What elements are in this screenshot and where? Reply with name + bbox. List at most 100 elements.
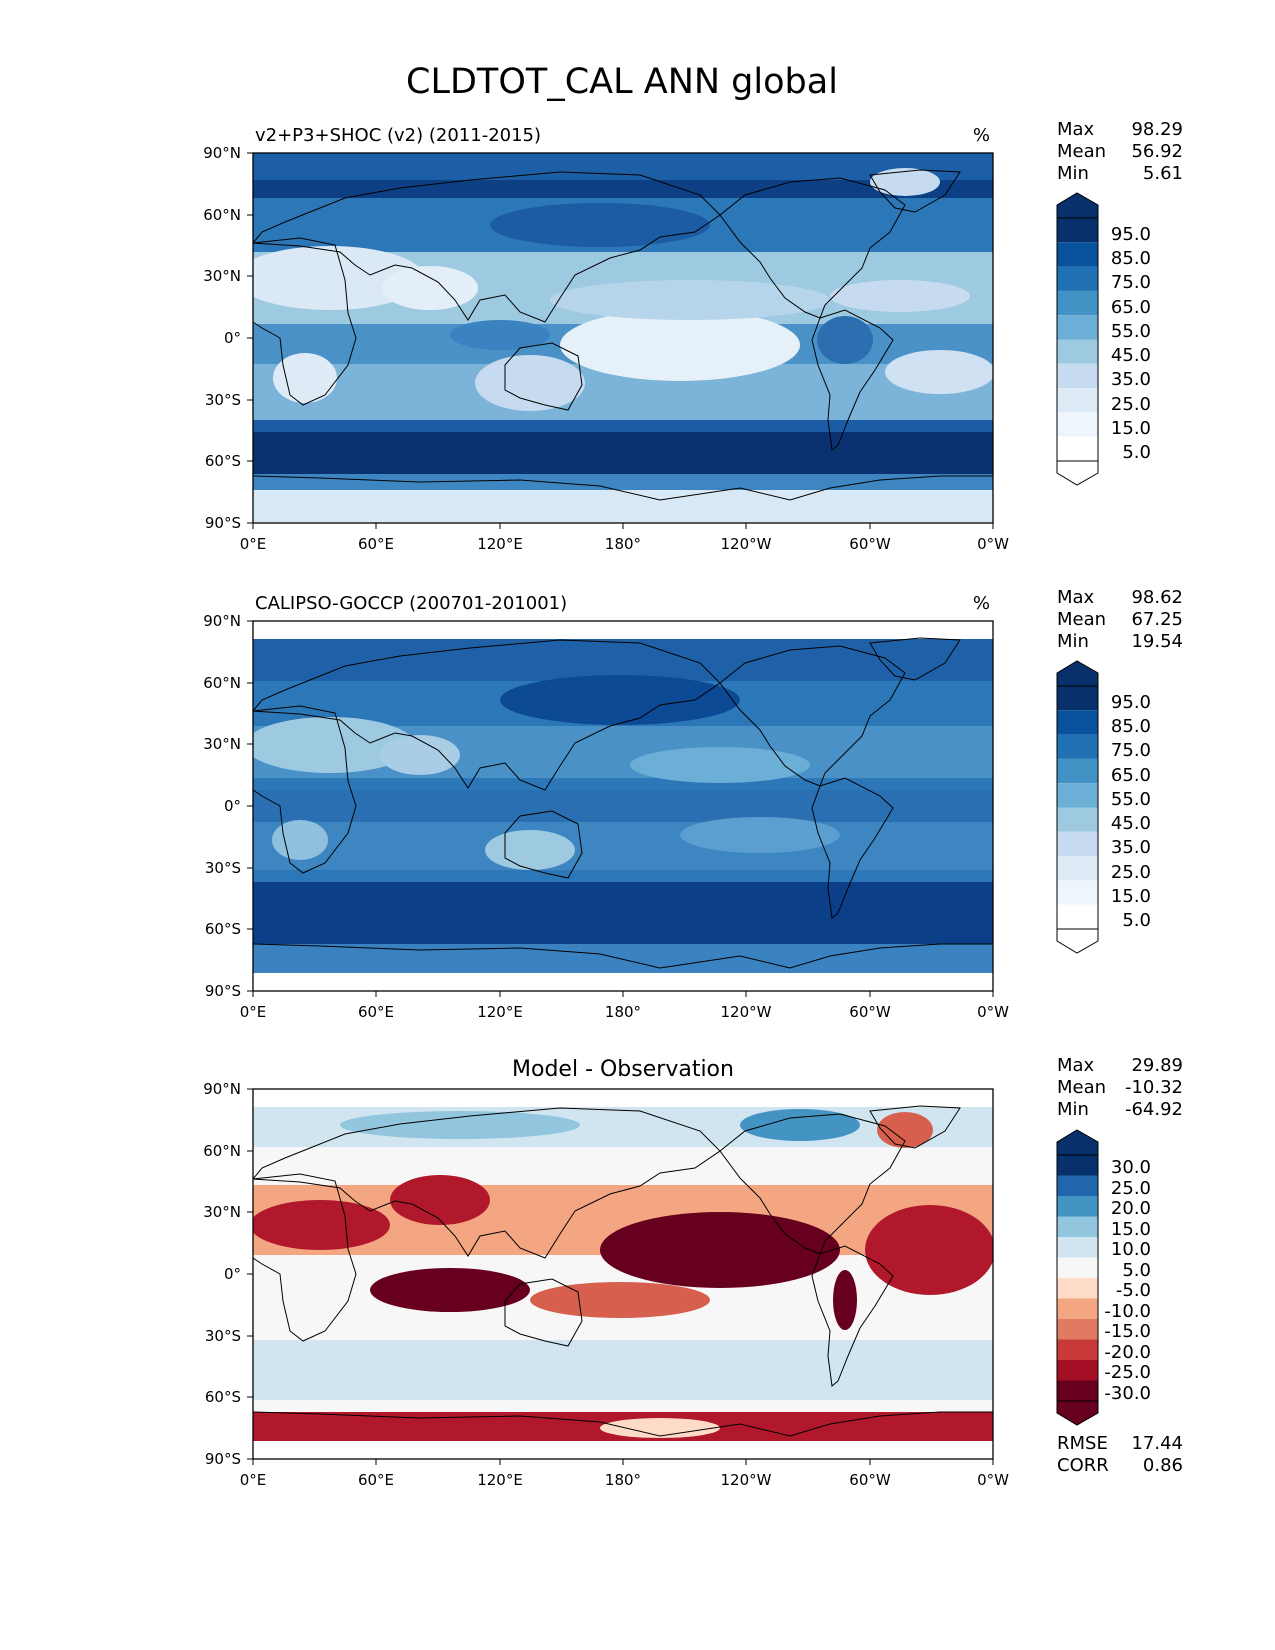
y-tick-label: 30°N: [203, 267, 241, 285]
negative-sahara: [253, 1200, 390, 1250]
colorbar-segment: [1057, 783, 1098, 808]
x-tick-label: 120°W: [721, 1471, 772, 1489]
stat-label: Min: [1057, 631, 1089, 652]
x-axis: 0°E 60°E 120°E 180° 120°W 60°W 0°W: [240, 523, 1009, 553]
stat-value: 98.62: [1131, 587, 1183, 608]
colorbar: 30.0 25.0 20.0 15.0 10.0 5.0 -5.0 -10.0 …: [1056, 1129, 1151, 1426]
map-field: [253, 1089, 993, 1459]
coastline-outlines: [253, 637, 993, 969]
colorbar-label: 20.0: [1111, 1198, 1151, 1219]
x-tick-label: 180°: [605, 1003, 641, 1021]
colorbar-segment: [1057, 1319, 1098, 1340]
colorbar: 95.0 85.0 75.0 65.0 55.0 45.0 35.0 25.0 …: [1056, 660, 1151, 954]
colorbar-label: 65.0: [1111, 297, 1151, 318]
metric-label: RMSE: [1057, 1433, 1108, 1454]
coastline-greenland: [869, 1105, 961, 1149]
colorbar-segment: [1057, 363, 1098, 389]
y-tick-label: 90°N: [203, 1080, 241, 1098]
clear-sky-pacific: [560, 309, 800, 381]
y-tick-label: 60°S: [205, 1388, 241, 1406]
coastline-australia: [504, 342, 583, 411]
y-tick-label: 60°N: [203, 674, 241, 692]
colorbar-segment: [1057, 856, 1098, 881]
colorbar-segment: [1057, 218, 1098, 243]
stat-label: Max: [1057, 1055, 1095, 1076]
colorbar-label: 55.0: [1111, 789, 1151, 810]
colorbar-segment: [1057, 904, 1098, 929]
coastline-eurasia: [253, 639, 721, 791]
negative-south-atlantic: [865, 1205, 993, 1295]
x-tick-label: 60°E: [358, 1003, 394, 1021]
positive-canada: [740, 1109, 860, 1141]
cloudy-north-pacific: [500, 675, 740, 725]
map-field: [253, 621, 993, 991]
y-axis: 90°N 60°N 30°N 0° 30°S 60°S 90°S: [203, 612, 253, 1000]
panel-title: CALIPSO-GOCCP (200701-201001): [255, 593, 567, 614]
colorbar-segment: [1057, 807, 1098, 832]
positive-arctic-siberia: [340, 1111, 580, 1139]
colorbar-label: 45.0: [1111, 813, 1151, 834]
x-tick-label: 0°W: [977, 1003, 1009, 1021]
colorbar-segment: [1057, 1216, 1098, 1237]
colorbar-label: -10.0: [1104, 1301, 1151, 1322]
band-tropics: [253, 790, 993, 822]
x-tick-label: 120°E: [477, 1003, 523, 1021]
colorbar-segment: [1057, 880, 1098, 905]
band-arctic: [253, 639, 993, 681]
y-tick-label: 90°N: [203, 144, 241, 162]
colorbar-segment: [1057, 412, 1098, 437]
panel-title: Model - Observation: [512, 1057, 734, 1082]
clear-sky-southern-africa: [272, 820, 328, 860]
figure-title: CLDTOT_CAL ANN global: [406, 62, 838, 102]
metrics-block: RMSE 17.44 CORR 0.86: [1057, 1433, 1183, 1476]
colorbar-segment: [1057, 758, 1098, 784]
y-tick-label: 90°S: [205, 514, 241, 532]
stat-label: Mean: [1057, 609, 1106, 630]
stat-value: 98.29: [1131, 119, 1183, 140]
map-field: [253, 153, 993, 523]
colorbar-extend-min: [1056, 928, 1099, 954]
coastline-outlines: [253, 1105, 993, 1437]
x-tick-label: 120°W: [721, 535, 772, 553]
y-tick-label: 30°N: [203, 1203, 241, 1221]
colorbar-segment: [1057, 388, 1098, 413]
y-tick-label: 30°S: [205, 391, 241, 409]
stat-value: 67.25: [1131, 609, 1183, 630]
colorbar-extend-max: [1056, 1129, 1099, 1156]
x-tick-label: 60°W: [849, 1471, 891, 1489]
colorbar-segment: [1057, 266, 1098, 291]
band-southern-ocean: [253, 432, 993, 474]
negative-andes: [833, 1270, 857, 1330]
colorbar-extend-min: [1056, 1400, 1099, 1426]
colorbar-label: 85.0: [1111, 716, 1151, 737]
colorbar-segment: [1057, 242, 1098, 267]
colorbar-segment: [1057, 1339, 1098, 1360]
y-axis: 90°N 60°N 30°N 0° 30°S 60°S 90°S: [203, 144, 253, 532]
panel-units: %: [973, 125, 990, 146]
coastline-greenland: [869, 637, 961, 681]
x-tick-label: 60°E: [358, 535, 394, 553]
y-tick-label: 90°S: [205, 982, 241, 1000]
metric-value: 0.86: [1143, 1455, 1183, 1476]
coastline-greenland: [869, 169, 961, 213]
clear-sky-east-pacific: [630, 747, 810, 783]
x-tick-label: 180°: [605, 1471, 641, 1489]
cloudy-amazon: [817, 316, 873, 364]
stat-value: 56.92: [1131, 141, 1183, 162]
x-tick-label: 120°E: [477, 1471, 523, 1489]
colorbar-label: 5.0: [1122, 910, 1151, 931]
colorbar-segment: [1057, 290, 1098, 316]
clear-sky-australia: [475, 355, 585, 411]
y-tick-label: 90°N: [203, 612, 241, 630]
colorbar-segment: [1057, 315, 1098, 340]
coastline-australia: [504, 1278, 583, 1347]
stat-label: Mean: [1057, 1077, 1106, 1098]
coastline-eurasia: [253, 171, 721, 323]
colorbar-label: 25.0: [1111, 1178, 1151, 1199]
colorbar-label: -25.0: [1104, 1362, 1151, 1383]
stat-value: 5.61: [1143, 163, 1183, 184]
x-tick-label: 60°E: [358, 1471, 394, 1489]
colorbar-label: -20.0: [1104, 1342, 1151, 1363]
colorbar-segment: [1057, 1298, 1098, 1319]
y-tick-label: 60°S: [205, 452, 241, 470]
